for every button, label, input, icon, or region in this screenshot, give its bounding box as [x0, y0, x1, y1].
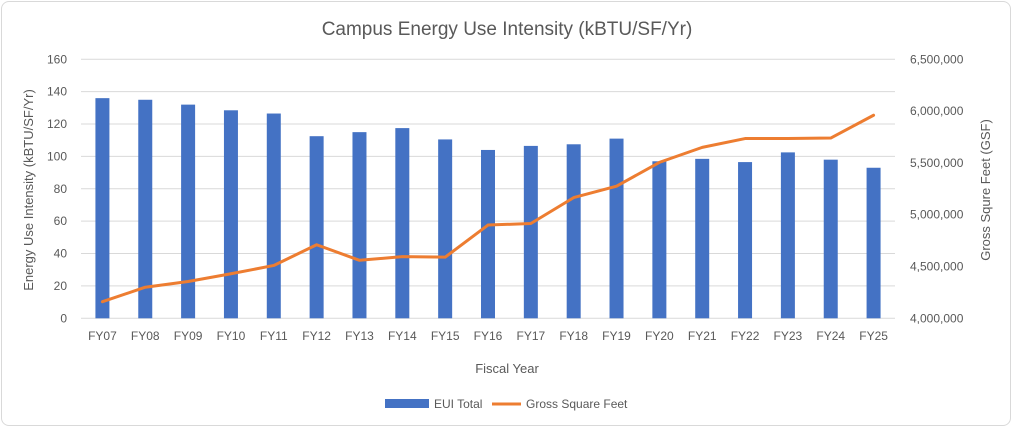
bar-FY11 — [266, 113, 281, 319]
bar-FY18 — [566, 144, 581, 319]
x-tick-label: FY17 — [516, 329, 545, 343]
y-tick-label: 160 — [47, 52, 67, 66]
x-tick-label: FY20 — [645, 329, 674, 343]
x-tick-label: FY16 — [474, 329, 503, 343]
x-tick-label: FY11 — [260, 329, 288, 343]
y2-tick-label: 6,500,000 — [910, 52, 964, 66]
bar-series — [95, 98, 881, 319]
y2-tick-label: 5,000,000 — [910, 208, 964, 222]
bar-FY15 — [438, 139, 453, 319]
x-tick-label: FY12 — [302, 329, 331, 343]
x-tick-label: FY14 — [388, 329, 417, 343]
y-axis-ticks: 0 20 40 60 80 100 120 140 160 — [47, 52, 67, 325]
y2-axis-label: Gross Squre Feet (GSF) — [978, 119, 993, 261]
bar-FY14 — [395, 128, 410, 319]
legend-label-gsf: Gross Square Feet — [526, 397, 628, 411]
bar-FY23 — [780, 152, 795, 319]
x-tick-label: FY21 — [688, 329, 717, 343]
y2-tick-label: 4,000,000 — [910, 311, 964, 325]
x-tick-label: FY13 — [345, 329, 374, 343]
y2-tick-label: 5,500,000 — [910, 156, 964, 170]
x-tick-label: FY10 — [217, 329, 246, 343]
bar-FY10 — [223, 110, 238, 319]
y2-axis-ticks: 4,000,000 4,500,000 5,000,000 5,500,000 6,00… — [910, 52, 964, 325]
y2-tick-label: 6,000,000 — [910, 104, 964, 118]
chart-title: Campus Energy Use Intensity (kBTU/SF/Yr) — [322, 19, 693, 40]
bar-FY09 — [181, 104, 196, 319]
bar-FY24 — [823, 159, 838, 319]
y-tick-label: 120 — [47, 117, 67, 131]
bar-FY21 — [695, 158, 710, 319]
line-series — [100, 113, 876, 304]
y-tick-label: 140 — [47, 85, 67, 99]
legend-label-eui: EUI Total — [434, 397, 482, 411]
bar-FY13 — [352, 132, 367, 319]
bar-FY25 — [866, 167, 881, 319]
x-axis-ticks: FY07 FY08 FY09 FY10 FY11 FY12 FY13 FY14 FY15 FY16… — [88, 329, 888, 343]
x-tick-label: FY23 — [774, 329, 803, 343]
x-tick-label: FY08 — [131, 329, 160, 343]
y-tick-label: 20 — [54, 279, 68, 293]
bar-FY16 — [481, 149, 495, 319]
bar-FY19 — [609, 138, 624, 319]
legend-swatch-bar — [385, 399, 429, 408]
y-tick-label: 40 — [54, 247, 68, 261]
bar-FY08 — [138, 99, 153, 319]
bar-FY17 — [523, 145, 538, 319]
y-tick-label: 80 — [54, 182, 68, 196]
y-axis-label: Energy Use Intensity (kBTU/SF/Yr) — [21, 89, 36, 291]
y2-tick-label: 4,500,000 — [910, 260, 964, 274]
y-tick-label: 100 — [47, 149, 67, 163]
y-tick-label: 0 — [60, 311, 67, 325]
x-axis-label: Fiscal Year — [475, 361, 539, 376]
x-tick-label: FY24 — [816, 329, 845, 343]
legend: EUI Total Gross Square Feet — [385, 397, 628, 411]
x-tick-label: FY15 — [431, 329, 460, 343]
bar-FY22 — [738, 162, 753, 319]
bar-FY12 — [309, 136, 324, 319]
gridlines — [81, 58, 895, 319]
x-tick-label: FY19 — [602, 329, 631, 343]
y-tick-label: 60 — [54, 214, 68, 228]
x-tick-label: FY18 — [559, 329, 588, 343]
x-tick-label: FY22 — [731, 329, 760, 343]
x-tick-label: FY09 — [174, 329, 203, 343]
bar-FY07 — [95, 98, 110, 319]
x-tick-label: FY07 — [88, 329, 117, 343]
x-tick-label: FY25 — [859, 329, 888, 343]
bar-FY20 — [652, 161, 667, 319]
